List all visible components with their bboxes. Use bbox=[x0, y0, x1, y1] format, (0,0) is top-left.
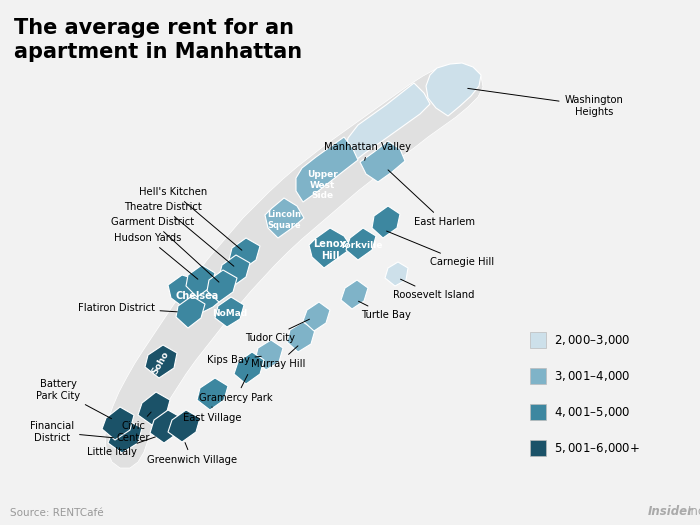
Bar bbox=[530, 440, 546, 456]
Bar bbox=[530, 368, 546, 384]
Text: Little Italy: Little Italy bbox=[87, 437, 155, 457]
Polygon shape bbox=[385, 262, 408, 286]
Text: $2,000–$3,000: $2,000–$3,000 bbox=[554, 333, 631, 347]
Text: Garment District: Garment District bbox=[111, 217, 219, 282]
Bar bbox=[530, 332, 546, 348]
Polygon shape bbox=[341, 280, 368, 309]
Polygon shape bbox=[234, 352, 264, 384]
Text: Hudson Yards: Hudson Yards bbox=[114, 233, 198, 279]
Text: Chelsea: Chelsea bbox=[176, 291, 218, 301]
Text: Lenox
Hill: Lenox Hill bbox=[314, 239, 346, 261]
Text: Insider: Insider bbox=[648, 505, 694, 518]
Text: Gramercy Park: Gramercy Park bbox=[199, 374, 273, 403]
Polygon shape bbox=[207, 270, 237, 302]
Text: Inc.: Inc. bbox=[688, 505, 700, 518]
Text: Soho: Soho bbox=[150, 350, 172, 376]
Polygon shape bbox=[287, 322, 315, 352]
Polygon shape bbox=[168, 275, 225, 315]
Text: $3,001–$4,000: $3,001–$4,000 bbox=[554, 369, 631, 383]
Text: Civic
Center: Civic Center bbox=[116, 412, 151, 443]
Polygon shape bbox=[372, 206, 400, 238]
Polygon shape bbox=[176, 296, 205, 328]
Polygon shape bbox=[346, 228, 376, 260]
Polygon shape bbox=[168, 410, 200, 442]
Polygon shape bbox=[215, 297, 244, 327]
Text: Battery
Park City: Battery Park City bbox=[36, 379, 111, 418]
Polygon shape bbox=[303, 302, 330, 331]
Text: Turtle Bay: Turtle Bay bbox=[358, 301, 411, 320]
Polygon shape bbox=[150, 410, 182, 443]
Text: Financial
District: Financial District bbox=[30, 421, 113, 443]
Polygon shape bbox=[309, 228, 352, 268]
Text: Roosevelt Island: Roosevelt Island bbox=[393, 279, 475, 300]
Text: Source: RENTCafé: Source: RENTCafé bbox=[10, 508, 104, 518]
Text: Hell's Kitchen: Hell's Kitchen bbox=[139, 187, 242, 250]
Polygon shape bbox=[345, 83, 430, 163]
Polygon shape bbox=[138, 392, 170, 425]
Polygon shape bbox=[360, 141, 405, 182]
Text: Murray Hill: Murray Hill bbox=[251, 346, 305, 369]
Polygon shape bbox=[197, 378, 228, 410]
Text: Greenwich Village: Greenwich Village bbox=[147, 443, 237, 465]
Polygon shape bbox=[102, 407, 134, 440]
Text: East Harlem: East Harlem bbox=[388, 170, 475, 227]
Text: Carnegie Hill: Carnegie Hill bbox=[386, 231, 494, 267]
Text: Upper
West
Side: Upper West Side bbox=[307, 170, 337, 200]
Text: Theatre District: Theatre District bbox=[124, 202, 234, 266]
Text: Tudor City: Tudor City bbox=[245, 319, 309, 343]
Text: The average rent for an
apartment in Manhattan: The average rent for an apartment in Man… bbox=[14, 18, 302, 62]
Polygon shape bbox=[229, 238, 260, 270]
Polygon shape bbox=[105, 64, 483, 468]
Text: East Village: East Village bbox=[183, 407, 242, 423]
Polygon shape bbox=[296, 137, 358, 202]
Polygon shape bbox=[255, 340, 283, 370]
Polygon shape bbox=[145, 345, 177, 378]
Polygon shape bbox=[219, 255, 250, 287]
Text: $4,001–$5,000: $4,001–$5,000 bbox=[554, 405, 631, 419]
Text: NoMad: NoMad bbox=[212, 309, 248, 318]
Polygon shape bbox=[108, 420, 142, 453]
Text: Flatiron District: Flatiron District bbox=[78, 303, 177, 313]
Text: Lincoln
Square: Lincoln Square bbox=[267, 211, 301, 230]
Polygon shape bbox=[265, 198, 304, 238]
Bar bbox=[530, 404, 546, 420]
Text: Manhattan Valley: Manhattan Valley bbox=[325, 142, 412, 160]
Polygon shape bbox=[186, 265, 215, 297]
Polygon shape bbox=[426, 63, 481, 116]
Text: Washington
Heights: Washington Heights bbox=[468, 88, 624, 117]
Text: $5,001–$6,000+: $5,001–$6,000+ bbox=[554, 441, 640, 455]
Text: Kips Bay: Kips Bay bbox=[206, 355, 261, 365]
Text: Yorkville: Yorkville bbox=[340, 242, 383, 250]
